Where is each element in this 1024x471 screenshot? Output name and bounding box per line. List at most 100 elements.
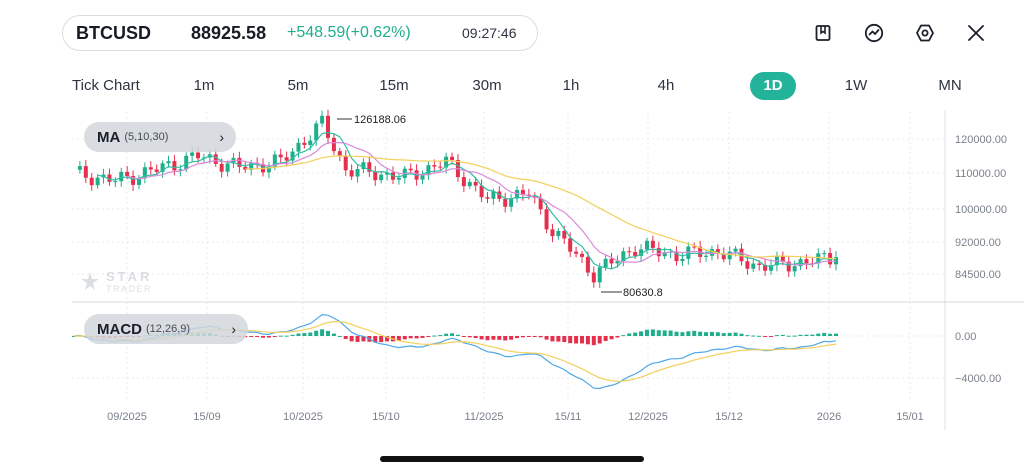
- tab-4h[interactable]: 4h: [657, 77, 675, 94]
- candle-body: [792, 266, 797, 272]
- macd-indicator-chip[interactable]: MACD (12,26,9) ›: [84, 314, 248, 344]
- candle-body: [320, 115, 325, 124]
- candle-body: [432, 165, 437, 167]
- candle-body: [538, 197, 543, 210]
- macd-bar: [745, 335, 750, 337]
- macd-bar: [272, 336, 277, 337]
- candle-body: [686, 246, 691, 259]
- candle-body: [296, 142, 301, 152]
- macd-bar: [763, 336, 768, 337]
- tab-5m[interactable]: 5m: [287, 77, 309, 94]
- macd-bar: [426, 336, 431, 337]
- candle-body: [509, 198, 514, 207]
- macd-bar: [585, 336, 590, 345]
- tab-tick-chart[interactable]: Tick Chart: [72, 77, 140, 94]
- settings-icon[interactable]: [914, 22, 936, 44]
- macd-bar: [532, 336, 537, 337]
- macd-bar: [526, 336, 531, 337]
- price-tick: 84500.00: [955, 269, 1001, 281]
- symbol-header[interactable]: BTCUSD 88925.58 +548.59(+0.62%) 09:27:46: [62, 15, 538, 51]
- macd-bar: [739, 333, 744, 336]
- macd-bar: [444, 333, 449, 336]
- candle-body: [816, 253, 821, 264]
- candle-body: [603, 258, 608, 268]
- macd-bar: [721, 333, 726, 336]
- macd-bar: [414, 336, 419, 339]
- candle-body: [450, 156, 455, 160]
- tab-1d[interactable]: 1D: [750, 72, 796, 100]
- candle-body: [225, 163, 230, 172]
- candle-body: [148, 167, 153, 170]
- bookmark-icon[interactable]: [812, 22, 834, 44]
- grid: [72, 112, 945, 402]
- macd-bar: [261, 336, 266, 338]
- ma-line-MA(10): [127, 141, 837, 266]
- ma-indicator-chip[interactable]: MA (5,10,30) ›: [84, 122, 236, 152]
- macd-bar: [798, 334, 803, 336]
- macd-bar: [597, 336, 602, 344]
- macd-bar: [650, 329, 655, 336]
- time-tick: 12/2025: [628, 411, 668, 423]
- macd-bar: [780, 334, 785, 336]
- candle-body: [219, 163, 224, 172]
- candle-body: [721, 253, 726, 260]
- candle-body: [680, 258, 685, 262]
- candle-body: [574, 251, 579, 254]
- tab-mn[interactable]: MN: [938, 77, 962, 94]
- time-tick: 11/2025: [465, 411, 504, 423]
- home-indicator[interactable]: [380, 456, 644, 462]
- candle-body: [308, 140, 313, 145]
- candle-body: [515, 190, 520, 199]
- macd-indicator-params: (12,26,9): [146, 323, 191, 335]
- candle-body: [580, 253, 584, 257]
- candle-body: [119, 171, 124, 182]
- macd-bar: [674, 331, 679, 336]
- candle-body: [503, 198, 508, 207]
- candle-body: [107, 174, 112, 182]
- price-tick: 100000.00: [955, 204, 1007, 216]
- macd-bar: [686, 331, 691, 336]
- macd-bar: [373, 336, 378, 343]
- candle-body: [278, 154, 283, 158]
- close-icon[interactable]: [965, 22, 987, 44]
- price-tick: 110000.00: [955, 168, 1006, 180]
- macd-bar: [609, 336, 614, 340]
- candle-body: [597, 267, 602, 283]
- candle-body: [396, 177, 401, 180]
- candle-body: [479, 185, 484, 198]
- macd-bar: [822, 332, 827, 336]
- candle-body: [349, 170, 354, 177]
- candle-body: [834, 257, 838, 265]
- macd-bar: [337, 335, 342, 337]
- indicator-icon[interactable]: [863, 22, 885, 44]
- tab-30m[interactable]: 30m: [472, 77, 502, 94]
- macd-bar: [668, 330, 673, 336]
- candle-body: [455, 159, 460, 178]
- macd-bar: [550, 336, 555, 342]
- macd-bar: [538, 336, 543, 338]
- macd-bar: [639, 331, 644, 336]
- candle-body: [207, 154, 212, 158]
- macd-bar: [615, 336, 620, 338]
- candle-body: [331, 137, 336, 152]
- macd-bar: [680, 332, 685, 336]
- time-tick: 15/01: [896, 411, 924, 423]
- watermark-sub: TRADER: [106, 284, 152, 294]
- tab-15m[interactable]: 15m: [379, 77, 409, 94]
- candle-body: [196, 152, 201, 159]
- macd-bar: [331, 333, 336, 336]
- candle-body: [461, 177, 466, 187]
- candle-body: [733, 248, 738, 252]
- tab-1m[interactable]: 1m: [193, 77, 215, 94]
- time-tick: 15/11: [555, 411, 582, 423]
- macd-bar: [278, 335, 283, 337]
- moving-average-lines: [97, 131, 837, 270]
- tab-1h[interactable]: 1h: [562, 77, 580, 94]
- tab-1w[interactable]: 1W: [844, 77, 868, 94]
- macd-bar: [774, 335, 779, 337]
- candle-body: [302, 142, 307, 145]
- candle-body: [420, 175, 425, 180]
- ma-line-MA(5): [97, 131, 837, 270]
- price-tick: 92000.00: [955, 237, 1001, 249]
